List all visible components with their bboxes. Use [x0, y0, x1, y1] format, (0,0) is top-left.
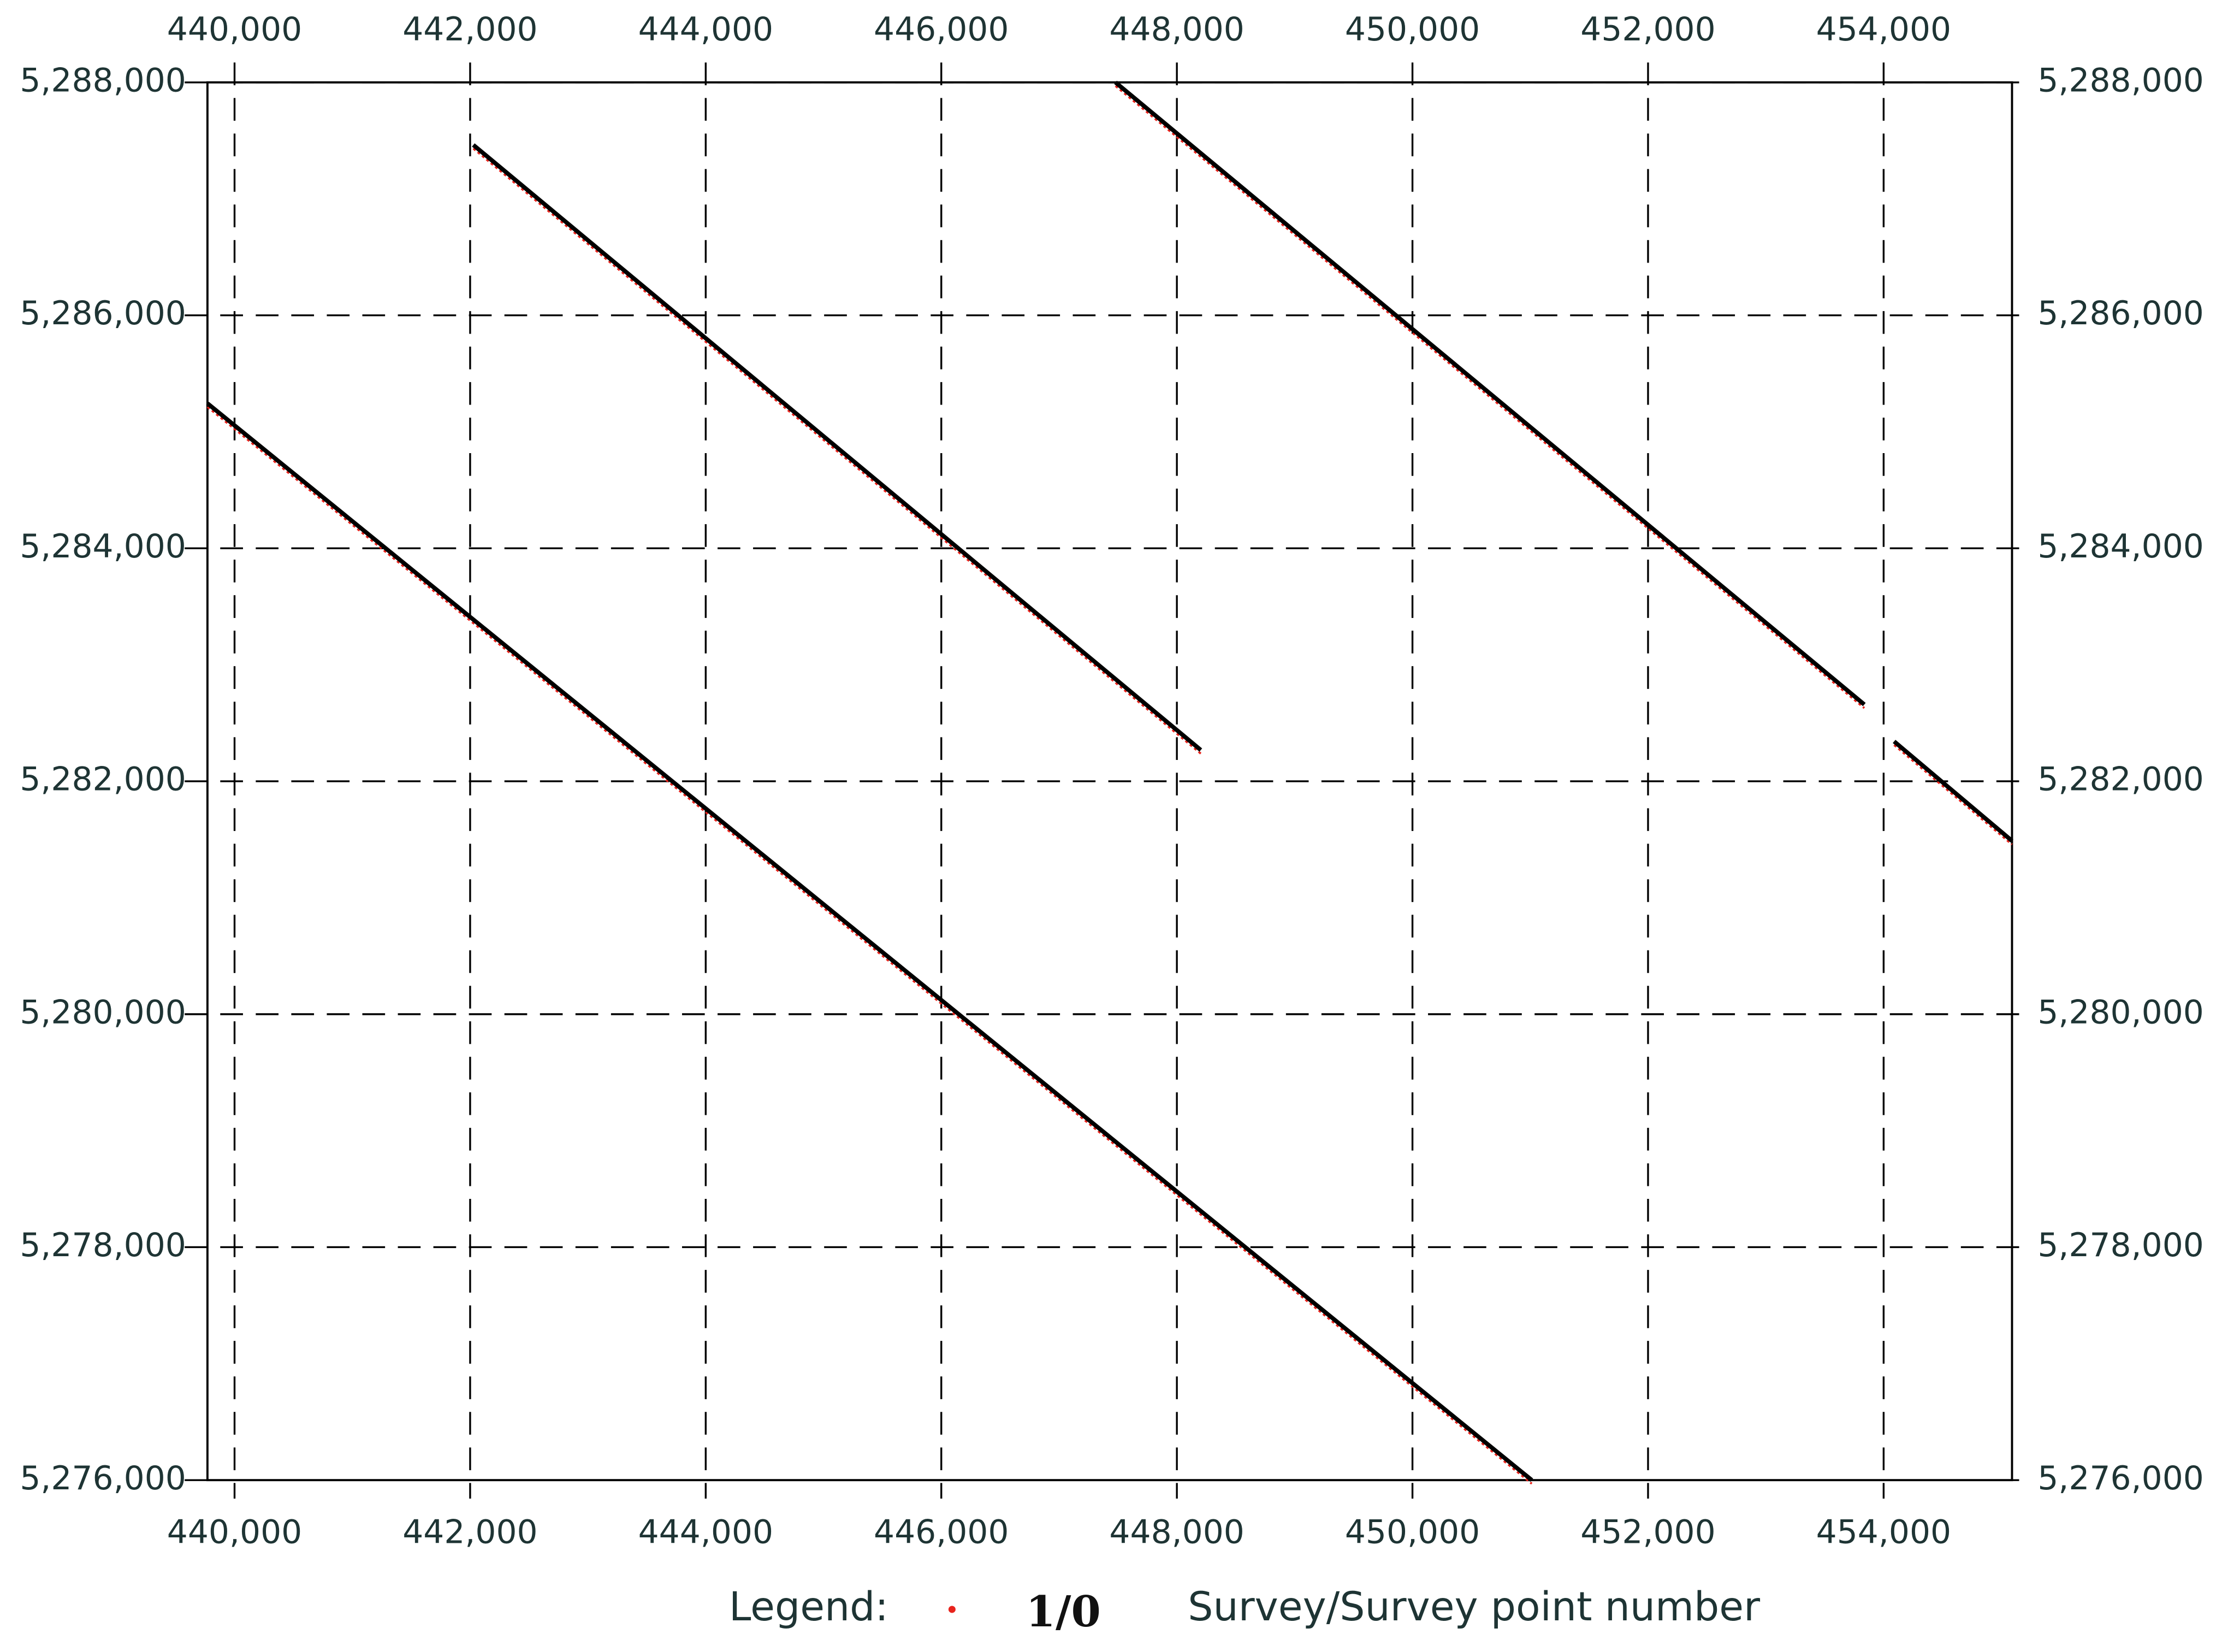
x-tick-label: 444,000 — [638, 1513, 773, 1552]
y-tick-label: 5,280,000 — [20, 993, 186, 1031]
y-tick-label: 5,286,000 — [20, 294, 186, 332]
x-tick-label: 454,000 — [1816, 1513, 1951, 1552]
x-tick-label-top: 454,000 — [1816, 10, 1951, 49]
survey-points — [1115, 85, 1865, 709]
survey-line — [472, 143, 1202, 752]
survey-line — [206, 401, 1533, 1482]
y-tick-label-right: 5,288,000 — [2037, 62, 2204, 100]
y-tick-label-right: 5,276,000 — [2037, 1459, 2204, 1498]
x-tick-label-top: 444,000 — [638, 10, 773, 49]
survey-points — [1893, 744, 2013, 846]
legend-description: Survey/Survey point number — [1188, 1584, 1760, 1630]
x-tick-label-top: 446,000 — [874, 10, 1009, 49]
x-tick-label: 450,000 — [1345, 1513, 1480, 1552]
y-tick-label: 5,288,000 — [20, 62, 186, 100]
y-tick-label: 5,284,000 — [20, 527, 186, 566]
y-tick-label-right: 5,284,000 — [2037, 527, 2204, 566]
legend-symbol: 1/0 — [1026, 1587, 1101, 1637]
y-tick-label: 5,276,000 — [20, 1459, 186, 1498]
x-tick-label: 442,000 — [402, 1513, 537, 1552]
survey-points — [472, 147, 1202, 754]
survey-line — [1114, 80, 1866, 706]
x-tick-label: 448,000 — [1109, 1513, 1244, 1552]
y-tick-label-right: 5,280,000 — [2037, 993, 2204, 1031]
y-tick-label-right: 5,282,000 — [2037, 760, 2204, 799]
x-tick-label-top: 450,000 — [1345, 10, 1480, 49]
y-tick-label: 5,278,000 — [20, 1226, 186, 1264]
x-tick-label: 452,000 — [1580, 1513, 1715, 1552]
survey-line — [1893, 740, 2014, 843]
x-tick-label: 440,000 — [167, 1513, 302, 1552]
x-tick-label-top: 442,000 — [402, 10, 537, 49]
x-tick-label-top: 452,000 — [1580, 10, 1715, 49]
legend-marker — [948, 1606, 956, 1613]
x-tick-label-top: 448,000 — [1109, 10, 1244, 49]
x-tick-label-top: 440,000 — [167, 10, 302, 49]
legend-label: Legend: — [729, 1584, 888, 1630]
y-tick-label-right: 5,286,000 — [2037, 294, 2204, 332]
y-tick-label: 5,282,000 — [20, 760, 186, 799]
y-tick-label-right: 5,278,000 — [2037, 1226, 2204, 1264]
x-tick-label: 446,000 — [874, 1513, 1009, 1552]
survey-points — [206, 406, 1533, 1485]
